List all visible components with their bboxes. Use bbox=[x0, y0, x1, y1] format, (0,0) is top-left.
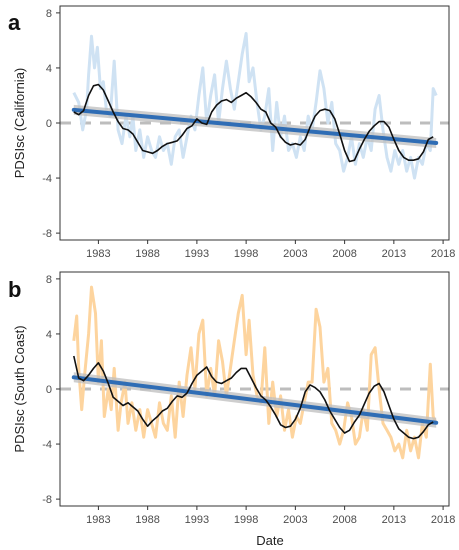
panel-a: -8 -4 0 4 8 1983 1988 1993 1998 2003 2008 2013 2018 P… bbox=[8, 5, 455, 260]
panel-b: -8 -4 0 4 8 1983 1988 1993 1998 2003 2008 2013 2018 P… bbox=[8, 271, 455, 526]
x-tick-label: 1998 bbox=[234, 248, 258, 260]
x-tick-label: 2003 bbox=[283, 248, 307, 260]
x-tick-label: 1993 bbox=[185, 248, 209, 260]
x-tick-label: 2018 bbox=[431, 514, 455, 526]
trend-line bbox=[71, 107, 439, 145]
x-tick-label: 2013 bbox=[382, 514, 406, 526]
y-tick-label: -4 bbox=[42, 173, 52, 185]
x-tick-label: 2013 bbox=[382, 248, 406, 260]
y-tick-label: 0 bbox=[46, 118, 52, 130]
x-tick-label: 1988 bbox=[135, 248, 159, 260]
x-tick-label: 1993 bbox=[185, 514, 209, 526]
panel-letter: b bbox=[8, 277, 21, 302]
y-axis-title: PDSIsc (South Coast) bbox=[12, 325, 27, 452]
y-tick-label: 8 bbox=[46, 8, 52, 20]
y-tick-label: 4 bbox=[46, 329, 52, 341]
y-tick-label: -4 bbox=[42, 439, 52, 451]
x-tick-label: 1983 bbox=[86, 248, 110, 260]
y-tick-label: 0 bbox=[46, 384, 52, 396]
raw-series-line bbox=[72, 285, 438, 460]
y-tick-label: -8 bbox=[42, 228, 52, 240]
x-tick-label: 2008 bbox=[332, 248, 356, 260]
x-axis-title: Date bbox=[256, 533, 283, 548]
y-axis-title: PDSIsc (California) bbox=[12, 68, 27, 179]
y-tick-label: -8 bbox=[42, 494, 52, 506]
panel-letter: a bbox=[8, 10, 21, 35]
y-tick-label: 8 bbox=[46, 274, 52, 286]
x-tick-label: 1998 bbox=[234, 514, 258, 526]
x-tick-label: 1983 bbox=[86, 514, 110, 526]
y-tick-label: 4 bbox=[46, 63, 52, 75]
trend-line bbox=[71, 375, 439, 425]
smoothed-series-line bbox=[73, 83, 434, 163]
x-tick-label: 2018 bbox=[431, 248, 455, 260]
x-tick-label: 2008 bbox=[332, 514, 356, 526]
smoothed-series-line bbox=[73, 355, 434, 440]
raw-series-line bbox=[72, 32, 438, 180]
x-tick-label: 2003 bbox=[283, 514, 307, 526]
x-tick-label: 1988 bbox=[135, 514, 159, 526]
